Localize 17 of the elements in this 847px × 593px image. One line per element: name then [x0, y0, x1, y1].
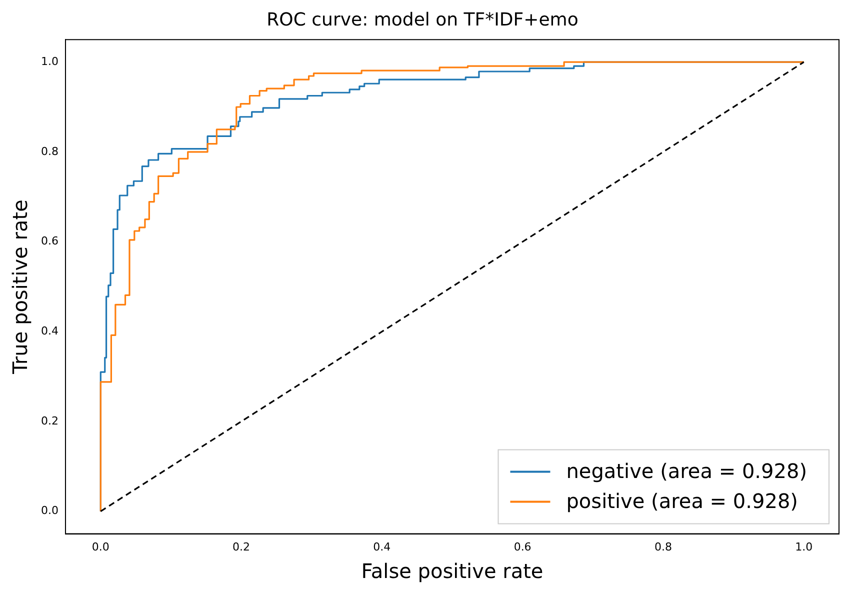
- y-tick-label: 0.0: [40, 504, 58, 518]
- y-tick-label: 0.8: [40, 144, 58, 158]
- legend-label: negative (area = 0.928): [566, 459, 808, 484]
- y-axis-title: True positive rate: [8, 200, 32, 375]
- x-tick-label: 0.6: [514, 540, 532, 554]
- y-tick-label: 1.0: [40, 54, 58, 68]
- x-tick-label: 0.4: [373, 540, 391, 554]
- y-tick-label: 0.4: [40, 324, 58, 338]
- x-tick-label: 1.0: [795, 540, 813, 554]
- x-tick-label: 0.2: [232, 540, 250, 554]
- x-tick-label: 0.0: [92, 540, 110, 554]
- x-tick-label: 0.8: [654, 540, 672, 554]
- y-tick-label: 0.6: [40, 234, 58, 248]
- chart-title: ROC curve: model on TF*IDF+emo: [266, 9, 578, 30]
- y-tick-label: 0.2: [40, 414, 58, 428]
- x-axis-title: False positive rate: [361, 559, 544, 584]
- legend-label: positive (area = 0.928): [566, 489, 798, 514]
